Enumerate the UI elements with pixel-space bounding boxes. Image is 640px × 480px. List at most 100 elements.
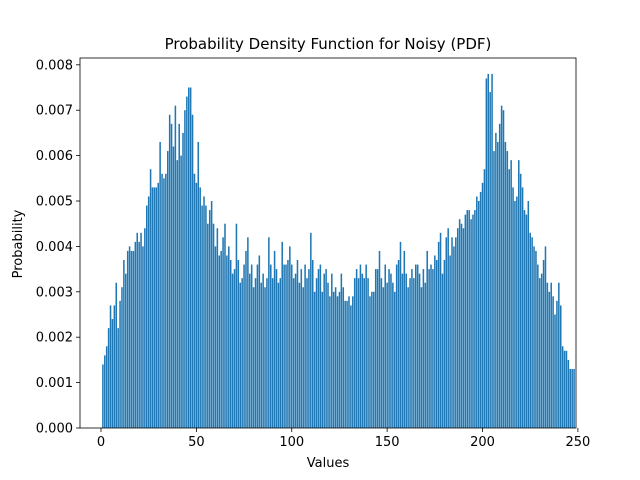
bar [487, 73, 490, 428]
bar [441, 273, 444, 428]
bar [397, 260, 400, 428]
bar [449, 255, 451, 428]
bar [426, 250, 428, 428]
bar [208, 210, 211, 428]
bar [367, 278, 369, 428]
bar [281, 241, 283, 428]
bar [317, 269, 320, 428]
bar [142, 246, 144, 428]
bar [231, 273, 234, 428]
bar [538, 278, 541, 428]
bar [201, 205, 203, 428]
bar [456, 228, 459, 428]
x-tick-label: 0 [97, 435, 105, 450]
bar [411, 269, 413, 428]
bar [262, 273, 264, 428]
y-tick-label: 0.006 [36, 149, 73, 164]
bar [546, 282, 549, 428]
bar [187, 87, 190, 428]
bar [399, 241, 402, 428]
bar [250, 264, 253, 428]
bar [384, 264, 386, 428]
bar [117, 328, 119, 428]
bar [407, 287, 409, 428]
y-tick-label: 0.004 [36, 240, 73, 255]
bar [285, 264, 287, 428]
bar [155, 187, 158, 428]
bar [241, 278, 243, 428]
bar [548, 291, 551, 428]
bar [327, 282, 329, 428]
bar [153, 187, 156, 428]
bar [392, 282, 394, 428]
bar [260, 282, 262, 428]
x-axis-label: Values [307, 456, 350, 471]
bar [565, 350, 568, 428]
bar [304, 264, 306, 428]
bar [521, 187, 524, 428]
bar [306, 278, 308, 428]
bar [403, 250, 406, 428]
bar [102, 364, 104, 428]
bar [443, 260, 446, 428]
x-tick-label: 200 [470, 435, 495, 450]
bar [508, 169, 510, 429]
bar [128, 246, 131, 428]
bar [107, 328, 110, 428]
bar [159, 141, 161, 429]
bar [302, 287, 304, 428]
bar [535, 250, 537, 428]
bar [258, 255, 261, 428]
bar [485, 78, 488, 429]
bar [365, 264, 367, 428]
bar [340, 273, 343, 428]
bar [523, 210, 526, 428]
bar [294, 273, 297, 428]
bar [218, 255, 221, 428]
bar [445, 237, 448, 428]
bar [279, 278, 282, 428]
chart-title: Probability Density Function for Noisy (… [165, 35, 492, 53]
bar [146, 205, 148, 428]
bar [468, 210, 470, 428]
bar [567, 359, 570, 428]
bar [342, 287, 345, 428]
bar [180, 155, 182, 429]
bar [195, 182, 198, 428]
bar [157, 182, 159, 428]
bar [527, 201, 530, 428]
bar [430, 264, 432, 428]
bar [506, 151, 509, 428]
y-tick-label: 0.000 [36, 422, 73, 437]
bar [346, 300, 348, 428]
bar [224, 223, 226, 428]
bar [447, 228, 449, 428]
bar [559, 305, 562, 428]
bar [401, 273, 404, 428]
bar [558, 282, 560, 428]
bar [270, 264, 272, 428]
bar [466, 210, 469, 428]
bar [289, 246, 291, 428]
bar [573, 368, 575, 428]
bar [119, 300, 121, 428]
bar [290, 264, 293, 428]
bar [226, 255, 228, 428]
bar [437, 241, 440, 428]
bar [264, 287, 266, 428]
y-tick-label: 0.008 [36, 58, 73, 73]
bar [172, 146, 175, 428]
bar [125, 273, 127, 428]
bar [168, 114, 171, 428]
bar [235, 223, 238, 428]
bar [184, 110, 186, 429]
bar [315, 278, 318, 428]
bar [495, 132, 497, 428]
bar [319, 264, 322, 428]
bar [418, 273, 421, 428]
bar [321, 291, 324, 428]
bar [163, 178, 165, 428]
bar [489, 92, 491, 429]
bar [563, 350, 566, 428]
bar [479, 191, 482, 428]
